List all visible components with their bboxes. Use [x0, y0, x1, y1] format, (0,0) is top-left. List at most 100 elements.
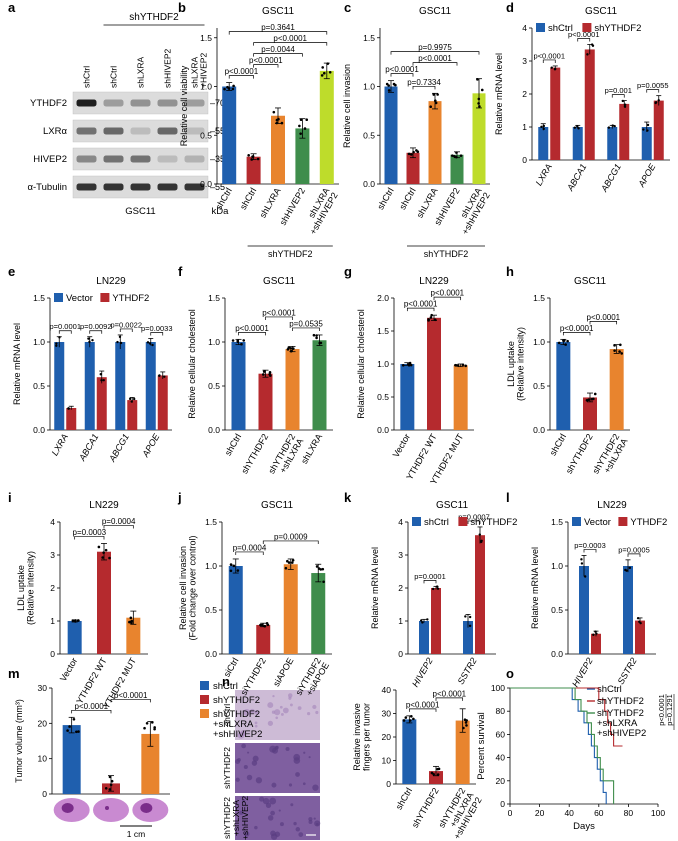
- x-tick-label: shYTHDF2: [564, 432, 595, 476]
- p-value: p<0.0001: [225, 67, 259, 76]
- significance-bracket: [412, 62, 458, 66]
- data-point: [573, 126, 577, 129]
- legend-swatch: [412, 517, 421, 526]
- data-point: [129, 616, 133, 620]
- bar: [319, 70, 334, 184]
- x-tick-label: LXRA: [534, 162, 554, 187]
- data-point: [580, 558, 583, 561]
- label-line: +shLXRA: [213, 719, 254, 730]
- data-point: [455, 151, 458, 154]
- tissue-texture: [254, 710, 260, 715]
- y-axis-label: Relative mRNA level: [370, 547, 380, 629]
- chart-title: GSC11: [436, 500, 468, 511]
- chart-title: LN229: [89, 500, 119, 511]
- data-point: [639, 621, 642, 625]
- x-tick-label: HIVEP2: [410, 656, 435, 689]
- tissue-texture: [303, 751, 306, 754]
- bar: [607, 127, 618, 160]
- x-tick-label: 40: [564, 808, 574, 818]
- data-point: [272, 110, 276, 114]
- data-point: [412, 717, 415, 721]
- data-point: [463, 718, 467, 722]
- data-point: [299, 118, 303, 122]
- y-axis-label: Tumor volume (mm³): [14, 699, 24, 783]
- p-value: p=0.3641: [261, 23, 295, 32]
- data-point: [576, 125, 579, 128]
- y-tick-label: 1.5: [205, 517, 217, 527]
- y-tick-label: 80: [496, 706, 506, 716]
- scale-label: 1 cm: [127, 829, 145, 839]
- x-tick-label: SSTR2: [456, 656, 479, 686]
- significance-bracket: [228, 75, 254, 79]
- legend-label: Vector: [66, 293, 93, 304]
- tissue-texture: [241, 743, 246, 749]
- bar: [283, 564, 298, 654]
- tissue-texture: [239, 810, 244, 815]
- tissue-texture: [251, 760, 258, 766]
- y-tick-label: 1.0: [200, 82, 212, 92]
- panel-letter: c: [344, 0, 351, 15]
- data-point: [263, 624, 267, 628]
- data-point: [540, 125, 543, 129]
- tumor-region: [105, 806, 109, 810]
- data-point: [163, 375, 166, 378]
- chart-title: GSC11: [263, 276, 295, 287]
- tissue-texture: [255, 777, 263, 784]
- tissue-texture: [279, 822, 284, 827]
- y-tick-label: 1.0: [33, 337, 45, 347]
- data-point: [480, 539, 483, 543]
- chart-k: GSC11 0 1 2 3 4 Relative mRNA level p=0.0001 HIV…: [344, 490, 517, 689]
- p-value: p=0.0044: [261, 45, 295, 54]
- data-point: [326, 62, 330, 65]
- data-point: [72, 717, 76, 721]
- legend-swatch: [582, 23, 592, 32]
- label-line: +shHIVEP2: [240, 796, 250, 840]
- bar: [222, 86, 237, 184]
- marker-label: –70: [210, 98, 225, 108]
- y-tick-label: 0.5: [205, 605, 217, 615]
- data-point: [322, 580, 325, 584]
- data-point: [100, 379, 103, 382]
- y-tick-label: 0: [42, 789, 47, 799]
- data-point: [433, 99, 437, 103]
- bar: [609, 349, 624, 430]
- data-point: [303, 127, 307, 130]
- tissue-texture: [297, 706, 302, 711]
- p-value: p=0.0092: [80, 322, 112, 331]
- legend-label: YTHDF2: [630, 517, 667, 528]
- y-tick-label: 1.5: [363, 33, 375, 43]
- panel-letter: o: [506, 666, 514, 681]
- y-tick-label: 0.0: [377, 425, 389, 435]
- data-point: [464, 364, 467, 368]
- tissue-texture: [280, 712, 284, 716]
- data-point: [319, 568, 323, 571]
- p-value: p<0.0001: [114, 691, 148, 700]
- panel-letter: h: [506, 264, 514, 279]
- label-line: shYTHDF2: [222, 797, 232, 839]
- tissue-texture: [242, 799, 246, 803]
- chart-g: LN229 0.0 0.5 1.0 1.5 2.0 Relative cellular ch…: [344, 264, 474, 486]
- chart-n: 0 10 20 30 40 Relative invasivefingers per tu…: [352, 685, 484, 841]
- data-point: [268, 372, 271, 376]
- y-tick-label: 0.0: [208, 425, 220, 435]
- tissue-texture: [307, 712, 311, 716]
- data-point: [392, 82, 396, 86]
- data-point: [620, 352, 624, 355]
- p-value: p<0.0001: [657, 694, 666, 726]
- y-axis-label: Relative mRNA level: [12, 323, 22, 405]
- bar: [228, 566, 243, 654]
- data-point: [74, 620, 77, 623]
- y-axis-label: Relative cellular cholesterol: [356, 309, 366, 419]
- label-line: +shLXRA: [597, 718, 638, 729]
- x-tick-label: shCtrl: [548, 432, 568, 457]
- y-tick-label: 0.0: [33, 425, 45, 435]
- data-point: [91, 338, 94, 342]
- data-point: [433, 318, 437, 322]
- bar: [584, 49, 595, 161]
- y-tick-label: 2: [50, 583, 55, 593]
- chart-e: LN229 0.0 0.5 1.0 1.5 Relative mRNA level p=0.…: [8, 264, 173, 464]
- y-tick-label: 20: [496, 776, 506, 786]
- significance-bracket: [583, 549, 597, 553]
- bar: [431, 588, 441, 654]
